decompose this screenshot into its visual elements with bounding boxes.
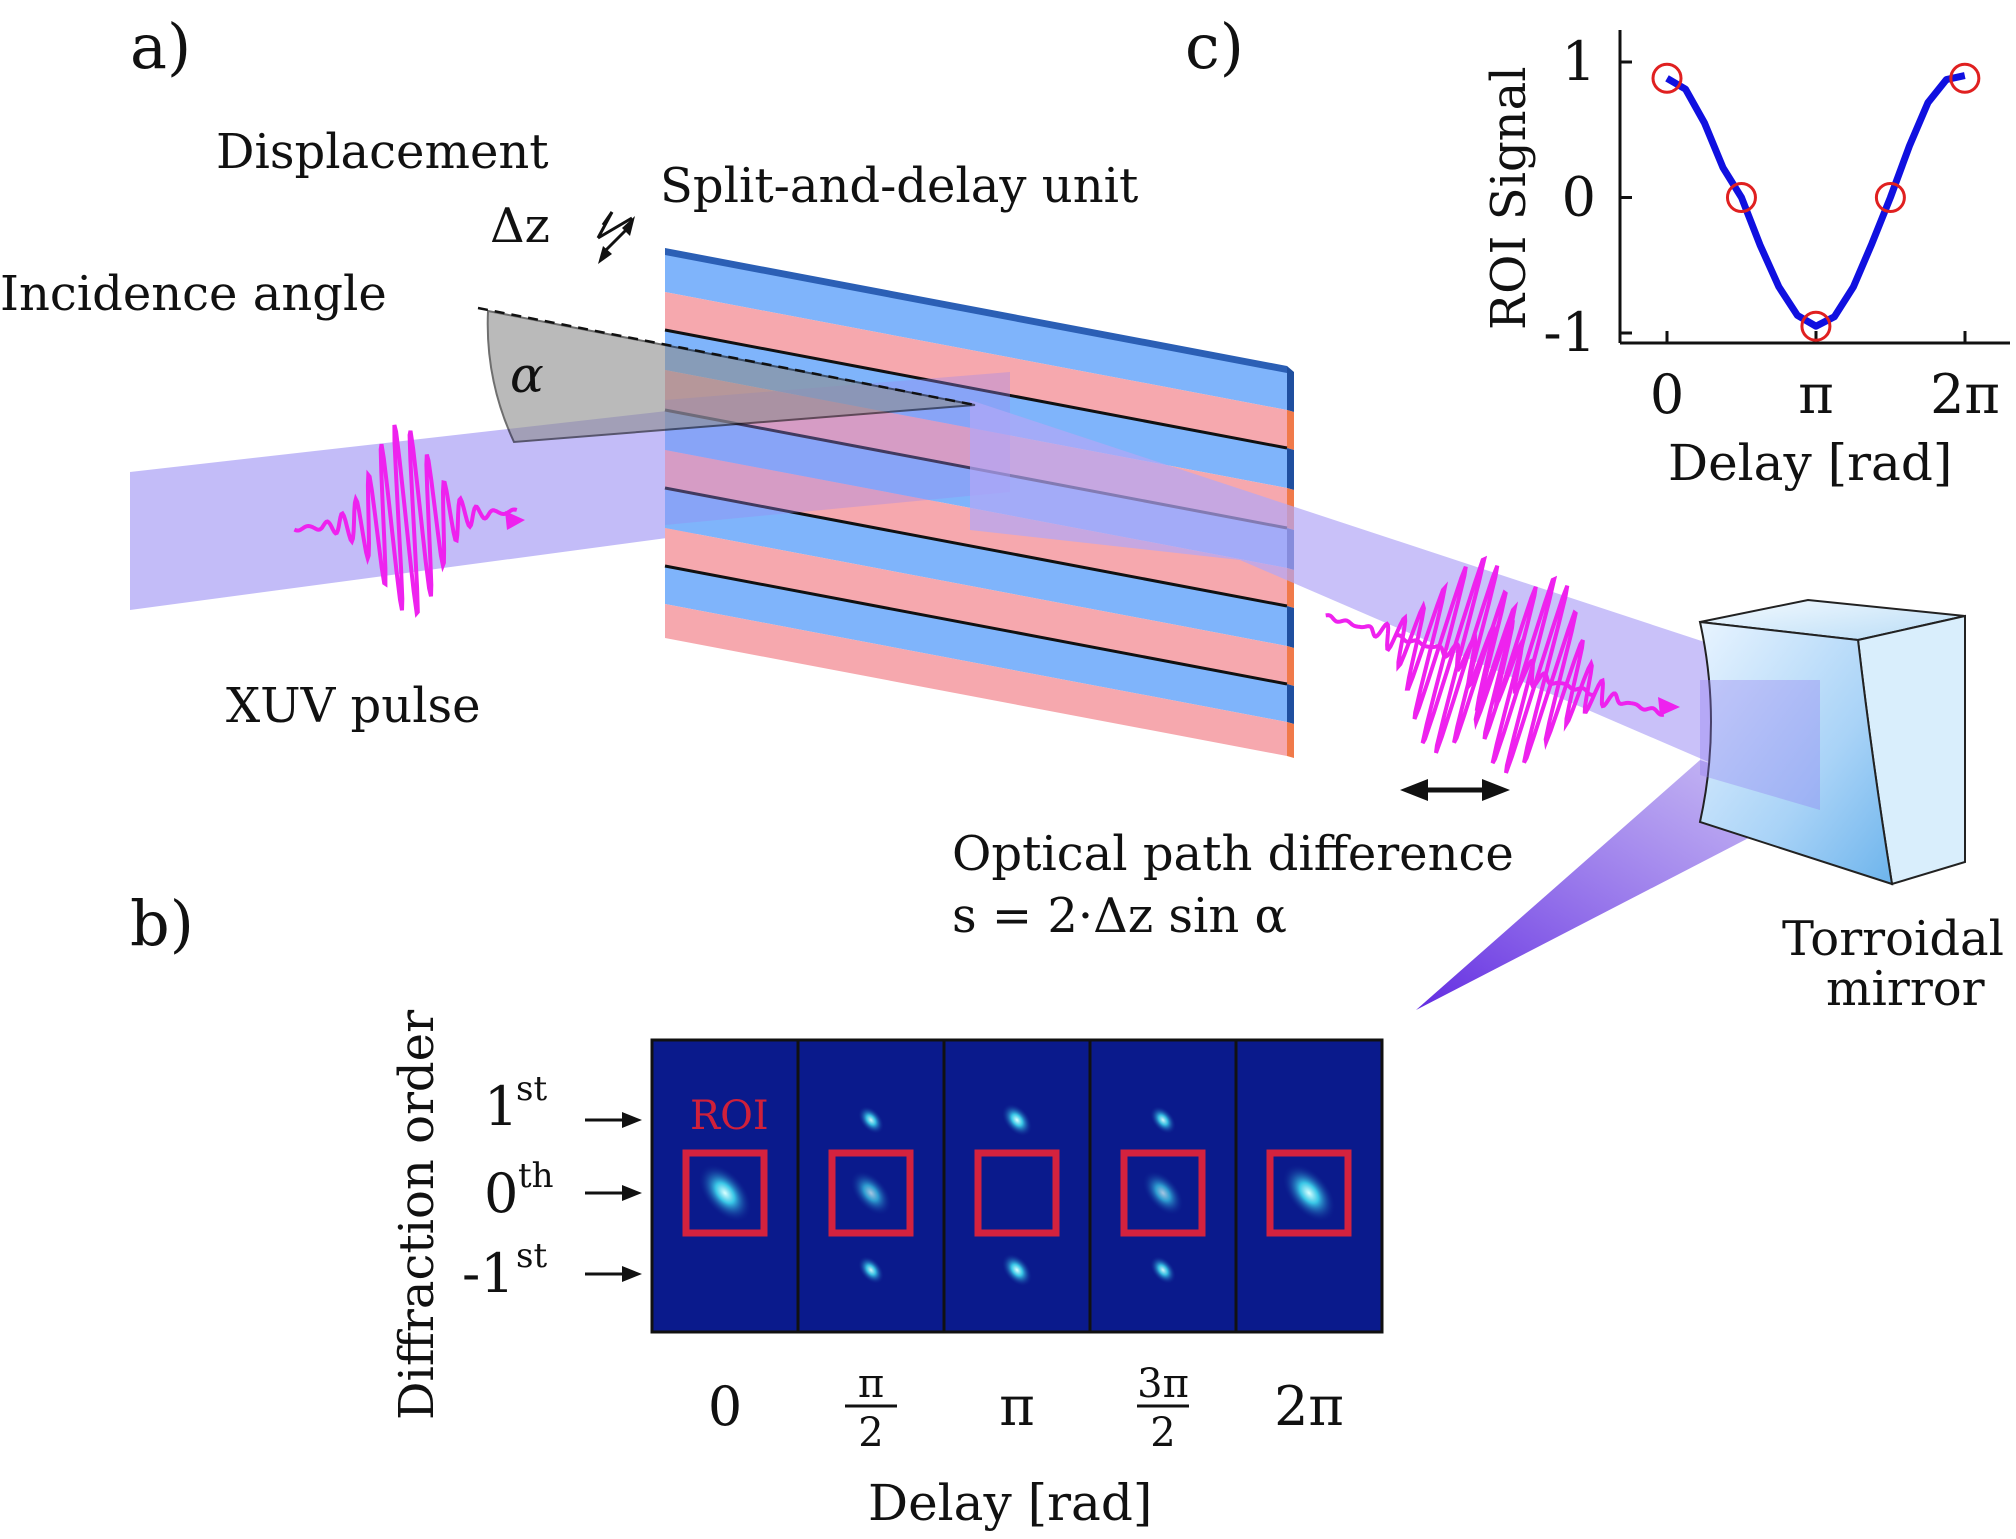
reflected-beam <box>970 400 1820 810</box>
data-point <box>1725 182 1757 213</box>
delay-tick-label: 0 <box>708 1375 742 1438</box>
data-point <box>1874 182 1906 213</box>
diffraction-spot <box>1149 1255 1177 1285</box>
diffraction-frame <box>942 1038 1092 1334</box>
y-tick-label: -1 <box>1543 301 1596 364</box>
roi-box <box>682 1149 768 1237</box>
svg-text:0: 0 <box>484 1162 518 1225</box>
diffraction-spot <box>857 1255 885 1285</box>
delay-tick-denominator: 2 <box>1150 1410 1175 1456</box>
svg-text:th: th <box>518 1156 554 1196</box>
roi-box <box>1266 1149 1352 1237</box>
incidence-angle-wedge <box>486 309 976 444</box>
chart-ylabel: ROI Signal <box>1481 66 1537 330</box>
panel-c-label: c) <box>1185 10 1244 83</box>
chart-xlabel: Delay [rad] <box>1668 434 1952 492</box>
y-tick-label: 1 <box>1562 30 1596 93</box>
incidence-angle-label: Incidence angle <box>0 266 387 322</box>
delta-z-label: Δz <box>490 198 550 254</box>
roi-box <box>828 1149 914 1237</box>
diffraction-frame <box>796 1038 946 1334</box>
xuv-pulse-label: XUV pulse <box>226 678 481 734</box>
panel-b-label: b) <box>130 887 194 960</box>
diffraction-spot <box>857 1105 885 1135</box>
order-label-first: 1 st <box>484 1069 547 1138</box>
svg-text:st: st <box>516 1069 547 1109</box>
split-delay-label: Split-and-delay unit <box>660 158 1138 214</box>
diffraction-spot <box>1142 1170 1184 1216</box>
diffraction-frames <box>650 1038 1384 1334</box>
panel-b-xlabel: Delay [rad] <box>868 1474 1152 1532</box>
opd-label: Optical path difference <box>952 826 1514 882</box>
panel-c: c) ROI Signal 1 0 -1 0 π 2π Delay [rad] <box>1185 10 2010 492</box>
diffraction-spot <box>1001 1253 1033 1287</box>
svg-text:1: 1 <box>484 1075 518 1138</box>
order-label-zeroth: 0 th <box>484 1156 554 1225</box>
delay-tick-denominator: 2 <box>858 1410 883 1456</box>
plate-pink <box>665 292 1287 448</box>
delay-tick-numerator: π <box>858 1361 884 1407</box>
displacement-label: Displacement <box>216 124 549 180</box>
panel-b: b) Diffraction order 1 st 0 th -1 st ROI <box>130 887 1384 1532</box>
diffraction-order-label: Diffraction order <box>389 1010 445 1420</box>
torroidal-mirror <box>1698 598 1966 886</box>
diffraction-spot <box>698 1163 752 1223</box>
diffraction-spot <box>1282 1163 1336 1223</box>
displacement-arrow-icon <box>596 211 635 264</box>
delay-tick-numerator: 3π <box>1137 1361 1189 1407</box>
panel-a: a) <box>0 10 2004 1017</box>
xuv-pulse-icon <box>293 424 518 618</box>
x-tick-label: 0 <box>1650 363 1684 426</box>
plate-blue <box>665 488 1287 646</box>
svg-text:st: st <box>516 1236 547 1276</box>
mirror-label-2: mirror <box>1826 961 1985 1017</box>
plate-blue <box>665 566 1287 722</box>
roi-signal-line <box>1665 72 1966 330</box>
order-label-minus-first: -1 st <box>462 1236 547 1305</box>
y-tick-label: 0 <box>1562 166 1596 229</box>
svg-text:-1: -1 <box>462 1242 515 1305</box>
mirror-label-1: Torroidal <box>1782 911 2004 967</box>
plate-pink <box>665 604 1287 756</box>
data-point <box>1651 62 1683 94</box>
panel-a-label: a) <box>130 10 191 83</box>
order-arrow-icon <box>585 1112 642 1282</box>
x-tick-label: 2π <box>1930 363 2000 426</box>
roi-box <box>974 1149 1060 1237</box>
data-point <box>1800 310 1832 342</box>
diffraction-spot <box>850 1170 892 1216</box>
opd-arrow-icon <box>1400 779 1510 801</box>
diffraction-frame <box>1088 1038 1238 1334</box>
plate-blue <box>665 252 1287 410</box>
plate-pink <box>665 528 1287 684</box>
delayed-pulse-icon <box>1395 575 1665 774</box>
delayed-pulse-icon <box>1325 555 1595 754</box>
roi-box <box>1120 1149 1206 1237</box>
diffraction-frame <box>650 1038 800 1334</box>
x-tick-label: π <box>1798 363 1834 426</box>
delay-tick-label: 2π <box>1274 1375 1344 1438</box>
diffraction-spot <box>1149 1105 1177 1135</box>
diffraction-spot <box>1001 1103 1033 1137</box>
diffraction-frame <box>1234 1038 1384 1334</box>
roi-label: ROI <box>690 1093 769 1139</box>
data-point <box>1949 62 1981 94</box>
delay-tick-labels: 0 π2 π 3π2 2π <box>708 1361 1344 1456</box>
alpha-symbol: α <box>510 346 544 404</box>
delay-tick-label: π <box>999 1375 1035 1438</box>
opd-formula: s = 2·Δz sin α <box>952 888 1287 944</box>
